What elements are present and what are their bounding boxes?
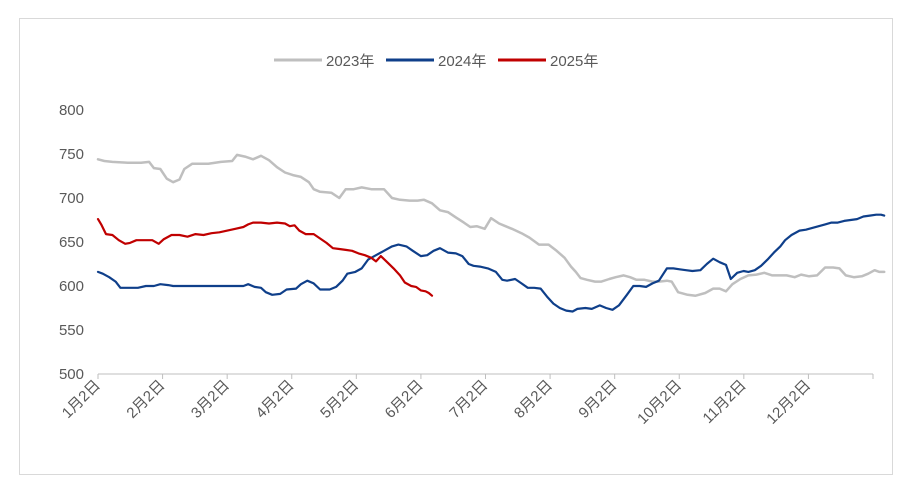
y-tick-label: 750 (59, 146, 84, 163)
legend-label-2024: 2024年 (438, 53, 486, 70)
x-tick-label: 9月2日 (575, 377, 620, 422)
x-tick-label: 11月2日 (700, 377, 750, 427)
x-tick-label: 4月2日 (253, 377, 298, 422)
y-tick-label: 650 (59, 234, 84, 251)
series-line-2025年 (96, 218, 434, 297)
x-tick-label: 1月2日 (59, 377, 104, 422)
y-tick-label: 550 (59, 322, 84, 339)
x-tick-label: 3月2日 (188, 377, 233, 422)
x-tick-label: 7月2日 (446, 377, 491, 422)
y-axis: 500 550 600 650 700 750 800 (59, 102, 84, 383)
x-axis: 1月2日 2月2日 3月2日 4月2日 5月2日 6月2日 7月2日 8月2日 9月2日 10月2… (59, 373, 874, 428)
x-tick-label: 12月2日 (763, 377, 814, 428)
x-tick-label: 10月2日 (634, 377, 685, 428)
y-tick-label: 600 (59, 278, 84, 295)
x-tick-label: 5月2日 (317, 377, 362, 422)
line-chart: 2023年 2024年 2025年 500550600650700750800 … (59, 53, 886, 428)
y-tick-label: 500 (59, 366, 84, 383)
legend-label-2023: 2023年 (326, 53, 374, 70)
y-tick-label: 700 (59, 190, 84, 207)
x-tick-label: 8月2日 (511, 377, 556, 422)
y-tick-label: 800 (59, 102, 84, 119)
x-tick-label: 2月2日 (123, 377, 168, 422)
series-line-2023年 (96, 153, 886, 297)
x-tick-label: 6月2日 (382, 377, 427, 422)
chart-legend: 2023年 2024年 2025年 (274, 53, 598, 70)
legend-label-2025: 2025年 (550, 53, 598, 70)
chart-frame: 2023年 2024年 2025年 500 550 600 650 700 750 800 … (19, 18, 893, 475)
series-line-2024年 (96, 213, 886, 313)
series-lines (96, 153, 886, 313)
